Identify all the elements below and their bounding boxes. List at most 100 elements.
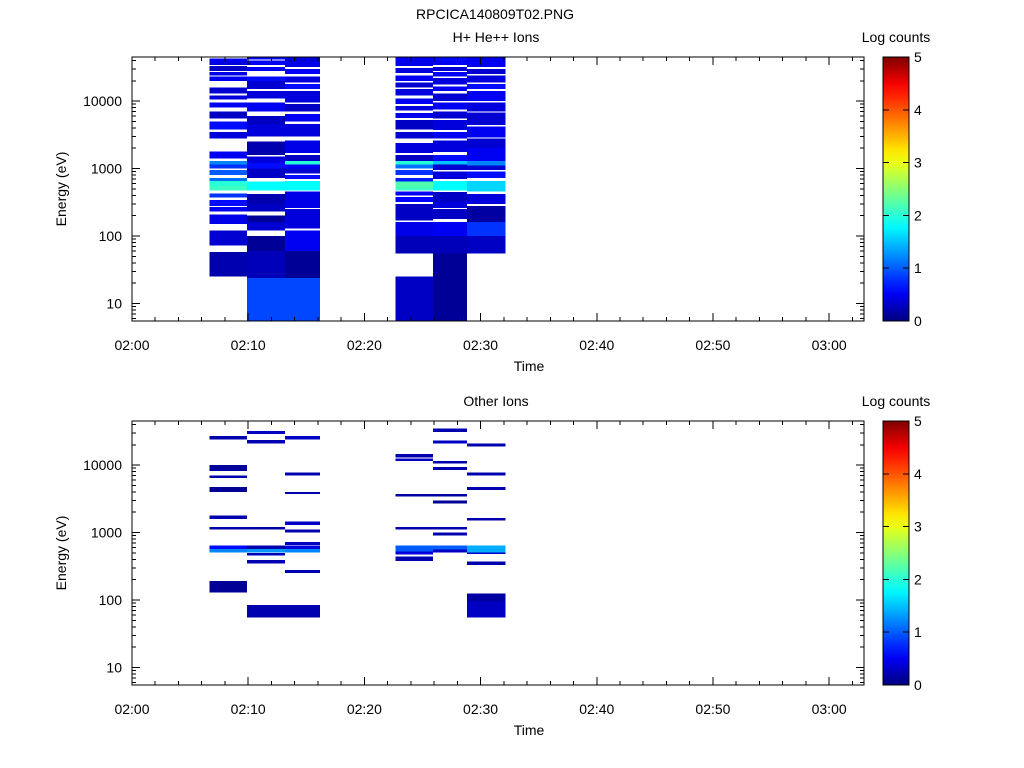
heatmap-cell [209, 131, 248, 139]
x-tick-label: 02:50 [695, 337, 730, 353]
heatmap-cell [209, 230, 248, 246]
heatmap-cell [467, 236, 506, 254]
heatmap-cell [247, 277, 285, 321]
heatmap-cells [209, 428, 506, 618]
heatmap-cell [247, 66, 285, 71]
heatmap-cell [247, 215, 285, 223]
heatmap-cell [284, 104, 320, 112]
heatmap-cell [395, 67, 434, 74]
heatmap-cell [395, 89, 434, 96]
y-tick-label: 10000 [83, 457, 122, 473]
colorbar-scale [882, 56, 910, 322]
heatmap-cell [395, 236, 434, 254]
heatmap-cell [467, 138, 506, 149]
heatmap-cell [209, 71, 248, 76]
heatmap-cell [247, 604, 285, 618]
heatmap-cell [209, 527, 248, 530]
heatmap-cell [284, 76, 320, 83]
heatmap-cell [284, 491, 320, 495]
heatmap-cell [467, 102, 506, 112]
heatmap-cell [209, 193, 248, 198]
x-tick-label: 02:40 [579, 701, 614, 717]
heatmap-cell [395, 112, 434, 119]
heatmap-cell [467, 148, 506, 161]
y-axis-label: Energy (eV) [53, 516, 69, 591]
heatmap-cell [467, 91, 506, 102]
heatmap-cell [395, 178, 434, 182]
heatmap-cell [433, 467, 468, 470]
heatmap-cell [433, 209, 468, 219]
heatmap-cell [209, 121, 248, 130]
y-axis: 10 100 1000 10000 Energy (eV) [53, 423, 864, 683]
colorbar-label: Log counts [861, 393, 931, 409]
heatmap-cell [209, 170, 248, 176]
y-axis: 10 100 1000 10000 Energy (eV) [53, 59, 864, 319]
heatmap-cell [433, 57, 468, 61]
heatmap-cell [433, 201, 468, 209]
heatmap-cell [247, 102, 285, 112]
heatmap-cell [433, 181, 468, 191]
x-tick-label: 02:20 [347, 701, 382, 717]
heatmap-cell [395, 164, 434, 169]
heatmap-cell [467, 112, 506, 126]
heatmap-cell [395, 106, 434, 111]
heatmap-cell [247, 60, 285, 66]
heatmap-cell [209, 206, 248, 212]
colorbar-tick-label: 5 [914, 413, 922, 429]
heatmap-cell [247, 549, 285, 553]
x-tick-label: 03:00 [812, 701, 847, 717]
colorbar-tick-label: 4 [914, 102, 922, 118]
heatmap-cell [247, 236, 285, 251]
heatmap-cell [284, 542, 320, 546]
heatmap-cell [395, 170, 434, 176]
heatmap-cell [247, 57, 285, 60]
heatmap-cell [209, 465, 248, 469]
heatmap-cell [433, 440, 468, 444]
heatmap-cell [395, 276, 434, 321]
heatmap-cell [284, 250, 320, 278]
x-axis: 02:00 02:10 02:20 02:30 02:40 02:50 03:00 Time [114, 421, 853, 738]
heatmap-cell [467, 472, 506, 476]
heatmap-cell [284, 569, 320, 574]
heatmap-cell [284, 61, 320, 67]
heatmap-cell [433, 160, 468, 165]
heatmap-cell [284, 175, 320, 179]
colorbar: 0 1 2 3 4 5 [882, 49, 922, 329]
heatmap-cell [433, 131, 468, 139]
heatmap-cell [433, 111, 468, 119]
heatmap-cell [467, 83, 506, 90]
heatmap-cell [433, 120, 468, 131]
figure-title: RPCICA140809T02.PNG [416, 6, 574, 22]
heatmap-cell [395, 191, 434, 196]
y-tick-label: 10 [106, 295, 122, 311]
heatmap-cell [433, 222, 468, 237]
heatmap-cell [395, 222, 434, 237]
heatmap-cell [209, 468, 248, 471]
colorbar: 0 1 2 3 4 5 [882, 413, 922, 693]
colorbar-label: Log counts [861, 29, 931, 45]
heatmap-cell [209, 164, 248, 169]
heatmap-cell [284, 181, 320, 191]
heatmap-cell [395, 75, 434, 81]
heatmap-cell [209, 76, 248, 81]
heatmap-cell [284, 549, 320, 553]
x-tick-label: 02:00 [114, 337, 149, 353]
y-tick-label: 1000 [91, 161, 122, 177]
heatmap-cell [433, 71, 468, 77]
heatmap-cell [209, 435, 248, 440]
heatmap-cell [467, 57, 506, 62]
heatmap-cell [433, 66, 468, 71]
y-axis-label: Energy (eV) [53, 152, 69, 227]
x-axis: 02:00 02:10 02:20 02:30 02:40 02:50 03:00 Time [114, 57, 853, 374]
heatmap-cell [433, 86, 468, 92]
colorbar-tick-label: 2 [914, 571, 922, 587]
heatmap-cell [284, 472, 320, 476]
heatmap-cell [433, 428, 468, 432]
y-tick-label: 10 [106, 659, 122, 675]
heatmap-cell [433, 93, 468, 102]
heatmap-cell [467, 75, 506, 83]
heatmap-cell [467, 205, 506, 223]
heatmap-cell [209, 61, 248, 66]
heatmap-cell [284, 114, 320, 122]
heatmap-cell [395, 545, 434, 552]
